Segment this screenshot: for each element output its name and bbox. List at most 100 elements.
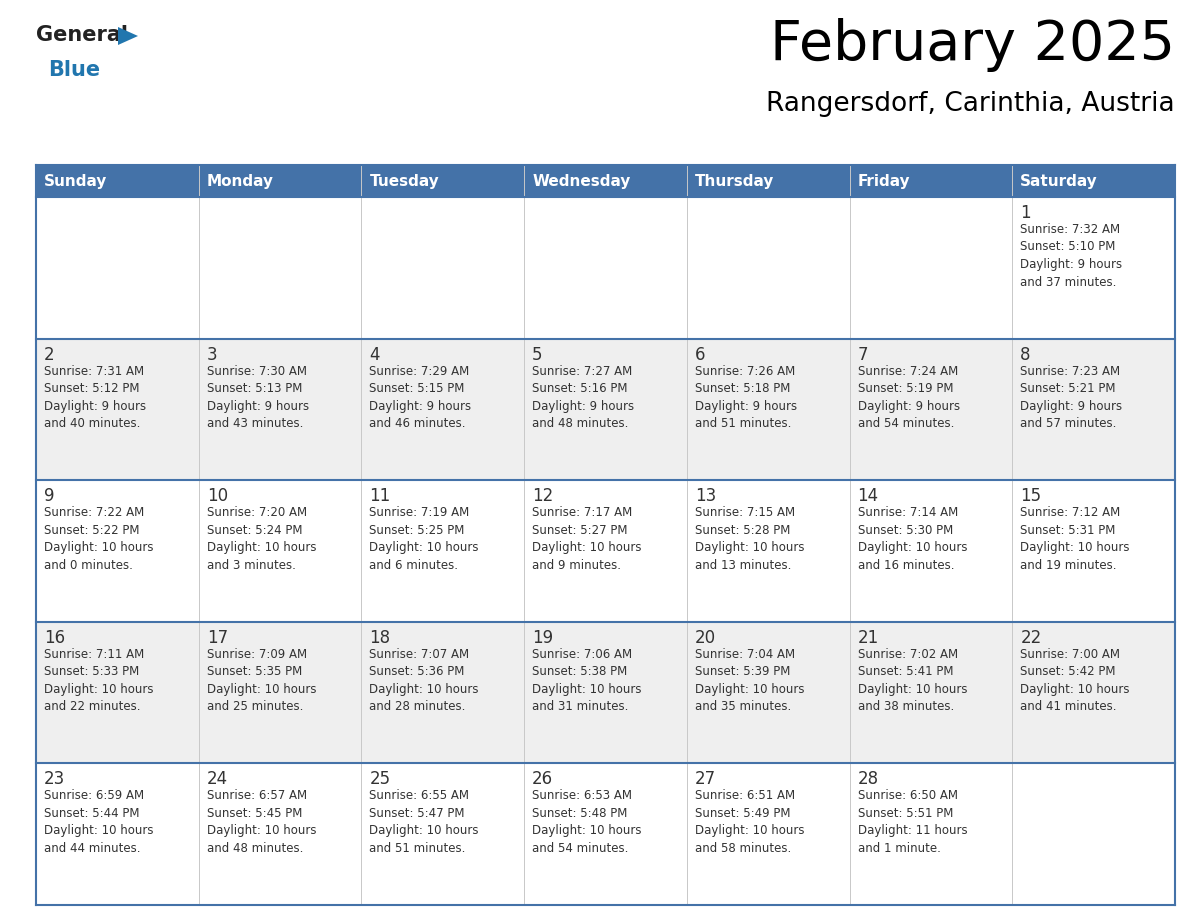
Text: Thursday: Thursday <box>695 174 775 188</box>
Text: and 40 minutes.: and 40 minutes. <box>44 417 140 431</box>
Text: Daylight: 9 hours: Daylight: 9 hours <box>1020 258 1123 271</box>
Text: Sunday: Sunday <box>44 174 107 188</box>
Text: Sunset: 5:28 PM: Sunset: 5:28 PM <box>695 523 790 537</box>
Bar <box>36 339 1175 480</box>
Text: Daylight: 10 hours: Daylight: 10 hours <box>1020 683 1130 696</box>
Bar <box>36 197 1175 339</box>
Text: Sunrise: 7:14 AM: Sunrise: 7:14 AM <box>858 506 958 520</box>
Text: and 13 minutes.: and 13 minutes. <box>695 559 791 572</box>
Text: and 58 minutes.: and 58 minutes. <box>695 842 791 855</box>
Text: General: General <box>36 25 128 45</box>
Text: Sunrise: 7:27 AM: Sunrise: 7:27 AM <box>532 364 632 377</box>
Text: Sunset: 5:42 PM: Sunset: 5:42 PM <box>1020 666 1116 678</box>
Text: Sunset: 5:16 PM: Sunset: 5:16 PM <box>532 382 627 395</box>
Text: Daylight: 9 hours: Daylight: 9 hours <box>44 399 146 412</box>
Text: Sunrise: 7:06 AM: Sunrise: 7:06 AM <box>532 648 632 661</box>
Text: 18: 18 <box>369 629 391 647</box>
Text: Sunset: 5:22 PM: Sunset: 5:22 PM <box>44 523 139 537</box>
Text: and 35 minutes.: and 35 minutes. <box>695 700 791 713</box>
Text: Sunrise: 7:22 AM: Sunrise: 7:22 AM <box>44 506 144 520</box>
Text: Sunset: 5:45 PM: Sunset: 5:45 PM <box>207 807 302 820</box>
Text: Wednesday: Wednesday <box>532 174 631 188</box>
Text: Sunrise: 6:50 AM: Sunrise: 6:50 AM <box>858 789 958 802</box>
Text: Sunset: 5:27 PM: Sunset: 5:27 PM <box>532 523 627 537</box>
Text: and 0 minutes.: and 0 minutes. <box>44 559 133 572</box>
Text: Daylight: 10 hours: Daylight: 10 hours <box>695 683 804 696</box>
Polygon shape <box>118 27 138 45</box>
Text: and 28 minutes.: and 28 minutes. <box>369 700 466 713</box>
Text: Sunset: 5:25 PM: Sunset: 5:25 PM <box>369 523 465 537</box>
Text: 11: 11 <box>369 487 391 505</box>
Text: Rangersdorf, Carinthia, Austria: Rangersdorf, Carinthia, Austria <box>766 91 1175 117</box>
Text: 25: 25 <box>369 770 391 789</box>
Text: Daylight: 9 hours: Daylight: 9 hours <box>207 399 309 412</box>
Text: Sunrise: 7:07 AM: Sunrise: 7:07 AM <box>369 648 469 661</box>
Text: Sunset: 5:21 PM: Sunset: 5:21 PM <box>1020 382 1116 395</box>
Text: and 46 minutes.: and 46 minutes. <box>369 417 466 431</box>
Text: Sunrise: 6:55 AM: Sunrise: 6:55 AM <box>369 789 469 802</box>
Text: Sunrise: 6:51 AM: Sunrise: 6:51 AM <box>695 789 795 802</box>
Text: Sunset: 5:48 PM: Sunset: 5:48 PM <box>532 807 627 820</box>
Text: Sunset: 5:18 PM: Sunset: 5:18 PM <box>695 382 790 395</box>
Text: and 3 minutes.: and 3 minutes. <box>207 559 296 572</box>
Text: Daylight: 10 hours: Daylight: 10 hours <box>695 542 804 554</box>
Text: 21: 21 <box>858 629 879 647</box>
Text: 24: 24 <box>207 770 228 789</box>
Text: Sunrise: 6:53 AM: Sunrise: 6:53 AM <box>532 789 632 802</box>
Text: Sunset: 5:35 PM: Sunset: 5:35 PM <box>207 666 302 678</box>
Text: and 38 minutes.: and 38 minutes. <box>858 700 954 713</box>
Text: 26: 26 <box>532 770 554 789</box>
Bar <box>36 480 1175 621</box>
Text: Daylight: 10 hours: Daylight: 10 hours <box>207 542 316 554</box>
Text: Sunrise: 7:12 AM: Sunrise: 7:12 AM <box>1020 506 1120 520</box>
Text: Daylight: 10 hours: Daylight: 10 hours <box>207 824 316 837</box>
Text: and 6 minutes.: and 6 minutes. <box>369 559 459 572</box>
Text: and 51 minutes.: and 51 minutes. <box>695 417 791 431</box>
Text: Daylight: 10 hours: Daylight: 10 hours <box>44 542 153 554</box>
Text: Daylight: 10 hours: Daylight: 10 hours <box>532 683 642 696</box>
Text: 10: 10 <box>207 487 228 505</box>
Text: Sunrise: 7:11 AM: Sunrise: 7:11 AM <box>44 648 144 661</box>
Text: Sunrise: 7:23 AM: Sunrise: 7:23 AM <box>1020 364 1120 377</box>
Text: Sunset: 5:30 PM: Sunset: 5:30 PM <box>858 523 953 537</box>
Text: 16: 16 <box>44 629 65 647</box>
Text: 15: 15 <box>1020 487 1042 505</box>
Text: February 2025: February 2025 <box>770 18 1175 72</box>
Text: Monday: Monday <box>207 174 273 188</box>
Text: Daylight: 10 hours: Daylight: 10 hours <box>207 683 316 696</box>
Text: Friday: Friday <box>858 174 910 188</box>
Text: Daylight: 10 hours: Daylight: 10 hours <box>858 542 967 554</box>
Text: and 51 minutes.: and 51 minutes. <box>369 842 466 855</box>
Bar <box>36 621 1175 764</box>
Text: Saturday: Saturday <box>1020 174 1098 188</box>
Text: Daylight: 10 hours: Daylight: 10 hours <box>369 824 479 837</box>
Text: Sunset: 5:36 PM: Sunset: 5:36 PM <box>369 666 465 678</box>
Text: and 19 minutes.: and 19 minutes. <box>1020 559 1117 572</box>
Text: Daylight: 10 hours: Daylight: 10 hours <box>532 542 642 554</box>
Text: Sunrise: 7:00 AM: Sunrise: 7:00 AM <box>1020 648 1120 661</box>
Text: and 43 minutes.: and 43 minutes. <box>207 417 303 431</box>
Text: Sunrise: 7:02 AM: Sunrise: 7:02 AM <box>858 648 958 661</box>
Text: and 16 minutes.: and 16 minutes. <box>858 559 954 572</box>
Text: and 25 minutes.: and 25 minutes. <box>207 700 303 713</box>
Text: 4: 4 <box>369 345 380 364</box>
Text: Sunset: 5:38 PM: Sunset: 5:38 PM <box>532 666 627 678</box>
Text: and 31 minutes.: and 31 minutes. <box>532 700 628 713</box>
Text: and 37 minutes.: and 37 minutes. <box>1020 275 1117 288</box>
Text: Sunset: 5:15 PM: Sunset: 5:15 PM <box>369 382 465 395</box>
Text: Daylight: 10 hours: Daylight: 10 hours <box>858 683 967 696</box>
Text: Daylight: 10 hours: Daylight: 10 hours <box>44 683 153 696</box>
Text: and 48 minutes.: and 48 minutes. <box>532 417 628 431</box>
Text: Blue: Blue <box>48 60 100 80</box>
Text: 22: 22 <box>1020 629 1042 647</box>
Text: Sunrise: 7:20 AM: Sunrise: 7:20 AM <box>207 506 307 520</box>
Text: Sunrise: 7:32 AM: Sunrise: 7:32 AM <box>1020 223 1120 236</box>
Text: and 1 minute.: and 1 minute. <box>858 842 941 855</box>
Text: and 9 minutes.: and 9 minutes. <box>532 559 621 572</box>
Text: Sunset: 5:24 PM: Sunset: 5:24 PM <box>207 523 302 537</box>
Text: Sunrise: 7:29 AM: Sunrise: 7:29 AM <box>369 364 469 377</box>
Text: Daylight: 10 hours: Daylight: 10 hours <box>695 824 804 837</box>
Text: Daylight: 10 hours: Daylight: 10 hours <box>44 824 153 837</box>
Text: 23: 23 <box>44 770 65 789</box>
Text: Sunrise: 7:15 AM: Sunrise: 7:15 AM <box>695 506 795 520</box>
